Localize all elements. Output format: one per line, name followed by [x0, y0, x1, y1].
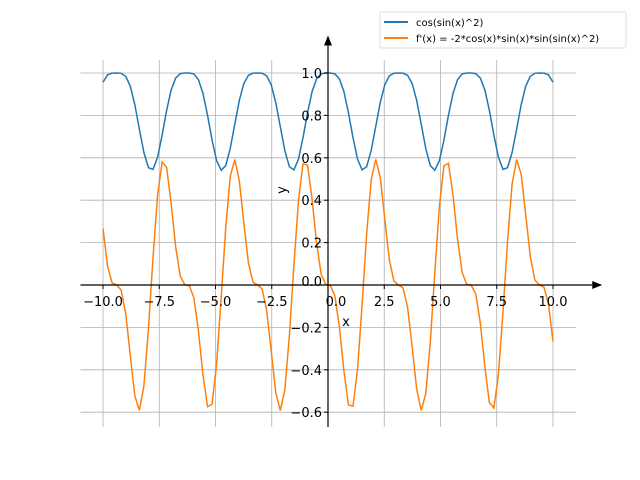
y-tick-label: 0.6 [301, 152, 322, 167]
y-tick-label: 0.4 [301, 194, 322, 209]
y-axis-label: y [275, 186, 290, 194]
x-tick-label: −5.0 [200, 295, 232, 310]
y-tick-label: 0.2 [301, 237, 322, 252]
y-tick-label: −0.6 [290, 406, 322, 421]
x-tick-label: 2.5 [374, 295, 395, 310]
legend-entry-1: f'(x) = -2*cos(x)*sin(x)*sin(sin(x)^2) [416, 34, 599, 45]
y-tick-label: 0.8 [301, 109, 322, 124]
y-tick-label: −0.4 [290, 364, 322, 379]
y-tick-label: 0.0 [301, 275, 322, 290]
axes [80, 35, 603, 428]
legend-entry-0: cos(sin(x)^2) [416, 18, 484, 29]
y-axis-arrow-icon [324, 35, 332, 46]
x-tick-label: −10.0 [83, 295, 123, 310]
x-tick-label: 5.0 [430, 295, 451, 310]
x-axis-label: x [342, 315, 350, 330]
x-tick-label: −7.5 [143, 295, 175, 310]
ticks: −10.0 −7.5 −5.0 −2.5 0.0 2.5 5.0 7.5 10.0 −0.6 −0.… [83, 67, 567, 421]
legend: cos(sin(x)^2) f'(x) = -2*cos(x)*sin(x)*s… [379, 11, 627, 49]
x-tick-label: 0.0 [326, 295, 347, 310]
legend-box [379, 11, 627, 49]
x-tick-label: 10.0 [539, 295, 568, 310]
x-tick-label: −2.5 [256, 295, 288, 310]
y-tick-label: −0.2 [290, 321, 322, 336]
y-tick-label: 1.0 [301, 67, 322, 82]
x-tick-label: 7.5 [486, 295, 507, 310]
x-axis-arrow-icon [592, 281, 603, 289]
